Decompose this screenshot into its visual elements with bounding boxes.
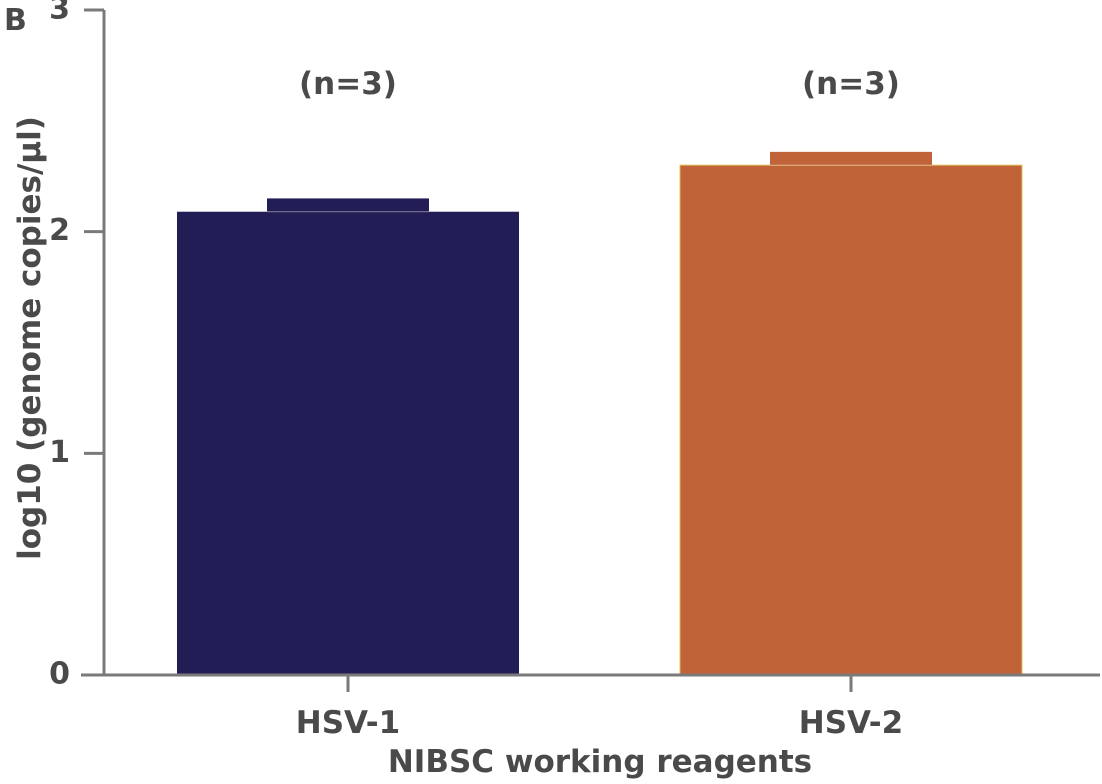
y-tick-label-0: 0	[49, 657, 70, 692]
bar-hsv-2	[679, 164, 1023, 676]
sample-size-label-hsv-2: (n=3)	[802, 66, 900, 102]
error-bar-hsv-2	[770, 151, 932, 166]
panel-label: B	[4, 3, 27, 38]
y-axis-title: log10 (genome copies/µl)	[12, 116, 48, 560]
sample-size-label-hsv-1: (n=3)	[299, 66, 397, 102]
plot-area: (n=3) (n=3)	[177, 66, 1023, 676]
y-tick-label-3: 3	[49, 0, 70, 27]
axes	[81, 10, 1100, 677]
x-axis-title: NIBSC working reagents	[388, 744, 812, 780]
error-bar-hsv-1	[267, 198, 429, 212]
y-tick-label-2: 2	[49, 213, 70, 248]
bar-hsv-1	[177, 211, 519, 675]
x-tick-label-hsv-2: HSV-2	[799, 705, 903, 741]
x-tick-label-hsv-1: HSV-1	[296, 705, 400, 741]
y-tick-label-1: 1	[49, 435, 70, 470]
ticks: 0 1 2 3 HSV-1 HSV-2	[49, 0, 903, 741]
